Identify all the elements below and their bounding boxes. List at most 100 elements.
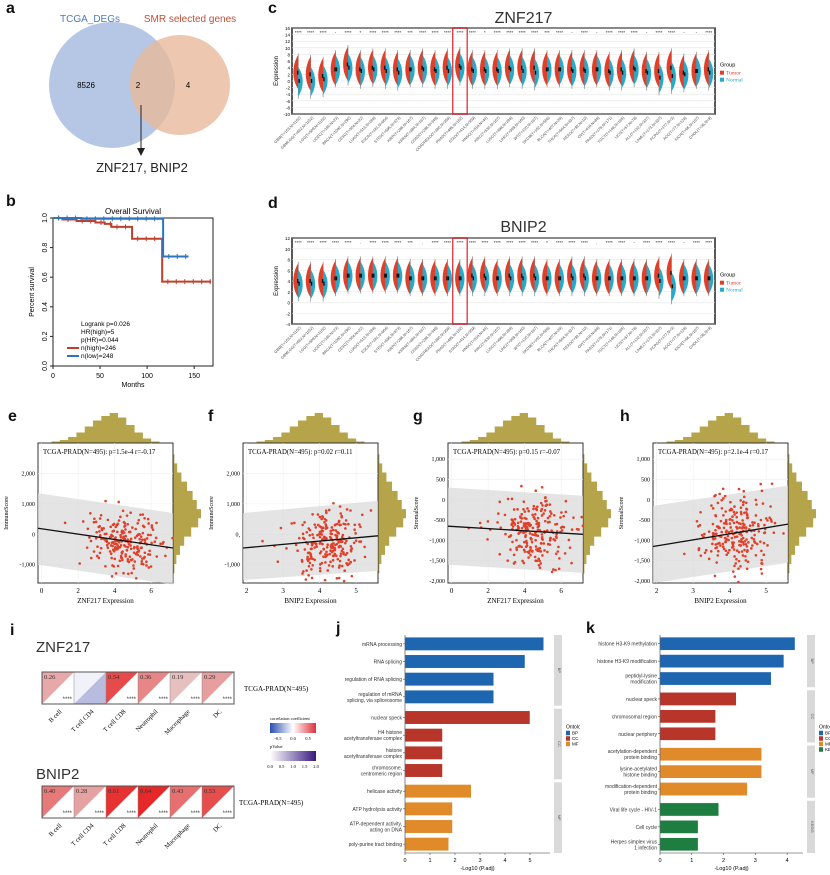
scatter-point: [546, 542, 550, 546]
scatter-point: [567, 538, 571, 542]
violin-box-normal: [659, 279, 661, 283]
scatter-point: [516, 508, 519, 511]
scatter-point: [722, 547, 726, 551]
enrichment-bar: [404, 689, 494, 704]
scatter-point: [118, 559, 122, 563]
violin-tumor-half: [591, 51, 597, 86]
heatmap-celltype-label: T cell CD8: [102, 708, 127, 733]
violin-tumor-half: [579, 257, 585, 293]
violin-box-normal: [621, 70, 624, 75]
violin-box-normal: [410, 276, 412, 281]
enrichment-term-label: helicase activity: [367, 789, 403, 795]
scatter-point: [546, 550, 549, 554]
scatter-point: [329, 529, 333, 533]
enrichment-term-label: acetylation-dependent: [608, 749, 658, 755]
scatter-point: [337, 541, 340, 544]
scatter-ytick-label: 1,000: [227, 502, 241, 508]
violin-tumor-half: [641, 53, 647, 88]
scatter-ytick-label: 0,: [236, 532, 241, 538]
violin-normal-half: [323, 269, 328, 300]
violin-tumor-half: [703, 260, 709, 295]
facet-strip-label: MF: [557, 815, 562, 821]
violin-box-tumor: [346, 273, 349, 278]
scatter-point: [89, 539, 93, 543]
violin-significance: *: [360, 30, 362, 35]
scatter-point: [522, 507, 525, 511]
scatter-point: [539, 542, 543, 545]
scatter-point: [739, 499, 742, 502]
scatter-point: [746, 541, 750, 544]
scatter-point: [548, 520, 551, 524]
scatter-point: [770, 482, 774, 486]
scatter-ytick-label: 500: [641, 478, 650, 484]
scatter-point: [512, 562, 516, 565]
scatter-point: [735, 515, 738, 519]
scatter-point: [132, 546, 136, 550]
violin-tumor-half: [367, 257, 373, 293]
scatter-point: [683, 552, 686, 556]
violin-tumor-half: [330, 260, 336, 295]
enrichment-term-label: Herpes simplex virus: [611, 839, 658, 845]
scatter-point: [307, 574, 310, 577]
violin-significance: ****: [606, 240, 613, 245]
enrichment-xtick-label: 0: [403, 858, 406, 864]
violin-tumor-half: [405, 51, 411, 86]
facet-strip: [807, 690, 815, 743]
enrichment-term-label: acetyltransferase complex: [344, 736, 403, 742]
scatter-point: [318, 535, 322, 539]
scatter-point: [722, 522, 726, 525]
scatter-point: [294, 543, 298, 547]
scatter-point: [117, 500, 120, 504]
scatter-point: [760, 572, 764, 575]
scatter-point: [549, 536, 552, 540]
scatter-point: [336, 531, 340, 535]
scatter-point: [725, 529, 728, 533]
violin-tumor-half: [591, 260, 597, 295]
scatter-point: [313, 546, 316, 549]
scatter-annotation: TCGA-PRAD(N=495): p=0.02 r=0.11: [248, 449, 353, 456]
violin-tumor-half: [343, 46, 348, 81]
scatter-point: [276, 560, 280, 564]
scatter-point: [98, 517, 102, 520]
venn-diagram: TCGA_DEGs SMR selected genes 8526 2 4 ZN…: [49, 14, 236, 175]
scatter-point: [540, 514, 544, 517]
violin-tumor-half: [529, 257, 535, 293]
scatter-point: [129, 511, 132, 515]
violin-box-tumor: [297, 279, 299, 283]
scatter-point: [329, 560, 332, 564]
heatmap-celltype-label: Macrophage: [163, 708, 191, 736]
violin-box-normal: [447, 276, 450, 281]
scatter-point: [744, 554, 747, 558]
violin-ytick-label: 2: [287, 290, 290, 295]
scatter-point: [756, 523, 760, 526]
violin-tumor-half: [355, 257, 361, 293]
violin-ytick-label: -2: [286, 311, 290, 316]
scatter-point: [519, 520, 523, 523]
violin-tumor-half: [679, 54, 684, 90]
scatter-point: [325, 554, 328, 558]
scatter-ylabel: StromalScore: [619, 496, 625, 529]
scatter-point: [340, 535, 344, 539]
facet-strip: [807, 635, 815, 688]
violin-normal-half: [472, 264, 477, 294]
scatter-point: [728, 508, 732, 512]
scatter-point: [537, 563, 541, 567]
heatmap-cell-corr: [106, 672, 138, 704]
scatter-point: [341, 547, 345, 551]
panel-label-h: h: [620, 408, 630, 425]
violin-box-normal: [435, 69, 437, 73]
scatter-point: [107, 541, 111, 545]
scatter-point: [714, 546, 717, 550]
violin-tumor-half: [492, 260, 498, 295]
violin-tumor-half: [330, 51, 336, 86]
scatter-point: [760, 549, 763, 553]
scatter-xtick-label: 2: [486, 587, 490, 595]
scatter-point: [709, 550, 713, 553]
scatter-point: [325, 550, 328, 554]
scatter-point: [525, 544, 529, 547]
scatter-point: [164, 554, 167, 558]
scatter-point: [300, 558, 304, 562]
violin-tumor-half: [479, 51, 485, 86]
scatter-point: [339, 512, 343, 515]
scatter-point: [308, 551, 311, 555]
